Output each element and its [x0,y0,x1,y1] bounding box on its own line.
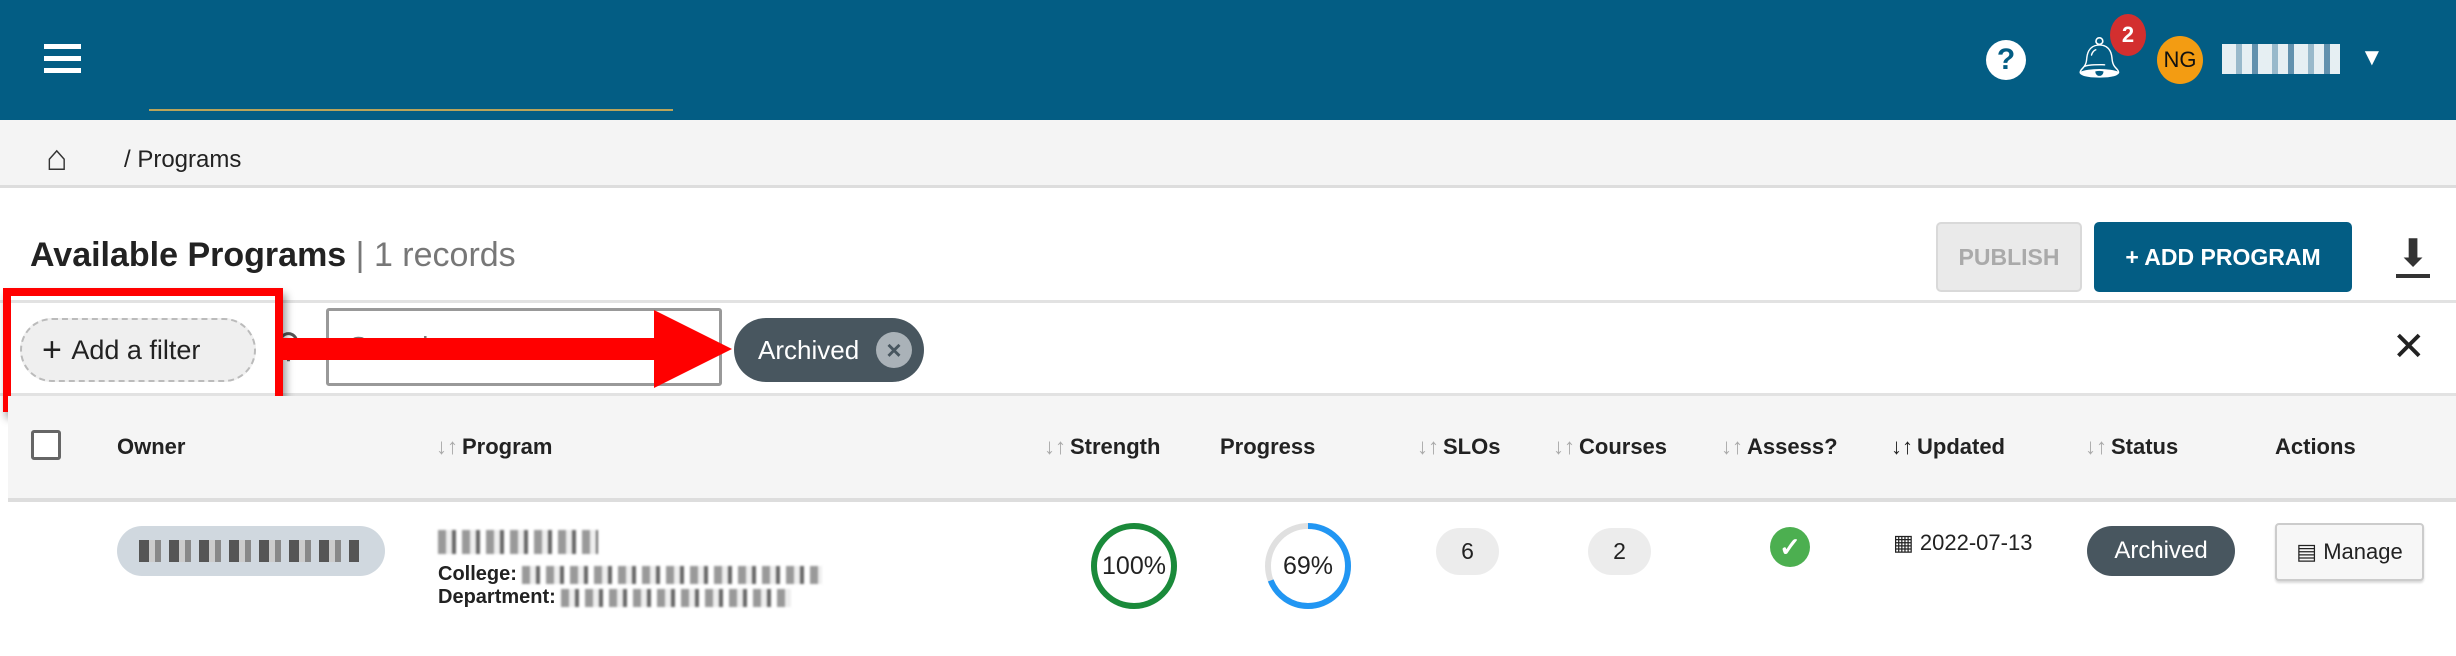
col-program[interactable]: ↓↑ Program [436,434,552,460]
program-department: Department: [438,586,792,609]
filter-bar [0,300,2456,396]
page-title-text: Available Programs [30,236,347,274]
table-header [8,396,2456,502]
progress-ring-arc [1265,523,1351,609]
status-badge: Archived [2087,526,2235,576]
col-strength[interactable]: ↓↑ Strength [1044,434,1160,460]
col-courses-label: Courses [1579,434,1668,459]
col-status-label: Status [2111,434,2179,459]
col-actions: Actions [2275,434,2356,459]
check-circle-icon: ✓ [1770,527,1810,567]
add-filter-button[interactable]: + Add a filter [20,318,256,382]
slos-count: 6 [1436,528,1499,575]
college-label: College: [438,563,517,585]
logo-underline [149,109,673,111]
home-icon[interactable]: ⌂ [46,137,68,178]
sort-icon: ↓↑ [1553,434,1575,459]
clear-filters-icon[interactable]: ✕ [2392,325,2426,369]
top-nav-bar [0,0,2456,120]
updated-date: ▦ 2022-07-13 [1893,530,2032,556]
strength-value: 100% [1102,552,1166,580]
add-program-button[interactable]: + ADD PROGRAM [2094,222,2352,292]
col-courses[interactable]: ↓↑ Courses [1553,434,1667,460]
user-name-redacted[interactable] [2222,44,2340,74]
col-assess-label: Assess? [1747,434,1838,459]
calendar-icon: ▦ [1893,530,1920,555]
col-updated-label: Updated [1917,434,2005,459]
progress-value: 69% [1282,552,1334,580]
download-icon[interactable]: ⬇ [2396,234,2430,278]
select-all-checkbox[interactable] [31,430,61,460]
updated-date-text: 2022-07-13 [1919,530,2033,555]
strength-ring-arc [1091,523,1177,609]
col-slos[interactable]: ↓↑ SLOs [1417,434,1500,460]
avatar[interactable]: NG [2157,36,2203,84]
col-slos-label: SLOs [1443,434,1501,459]
courses-count: 2 [1588,528,1651,575]
col-owner: Owner [117,434,186,459]
add-filter-label: Add a filter [71,335,201,365]
publish-button[interactable]: PUBLISH [1936,222,2082,292]
strength-ring: 100% [1089,521,1179,611]
col-updated[interactable]: ↓↑ Updated [1891,434,2005,460]
col-assess[interactable]: ↓↑ Assess? [1721,434,1838,460]
manage-label: Manage [2323,539,2403,564]
sort-desc-icon: ↓↑ [1891,434,1913,459]
sort-icon: ↓↑ [1721,434,1743,459]
caret-down-icon[interactable]: ▼ [2360,44,2384,71]
program-college: College: [438,563,823,586]
remove-filter-icon[interactable]: × [876,332,912,368]
breadcrumb [0,120,2456,188]
breadcrumb-current: / Programs [124,146,242,173]
record-count: | 1 records [355,236,516,274]
page-title: Available Programs | 1 records [30,236,516,275]
arrow-head [654,310,732,388]
notification-badge: 2 [2110,14,2146,56]
program-name-redacted[interactable] [438,530,598,554]
filter-chip-label: Archived [758,335,860,365]
question-circle-icon[interactable]: ? [1986,40,2026,80]
annotation-highlight-box [3,288,283,412]
arrow-shaft [282,338,662,360]
sort-icon: ↓↑ [2085,434,2107,459]
manage-button[interactable]: ▤ Manage [2275,523,2424,581]
progress-ring: 69% [1263,521,1353,611]
sort-icon: ↓↑ [436,434,458,459]
department-label: Department: [438,586,556,608]
annotation-arrow [282,310,732,388]
col-progress: Progress [1220,434,1316,459]
filter-chip-archived[interactable]: Archived × [734,318,924,382]
list-icon: ▤ [2296,539,2324,564]
sort-icon: ↓↑ [1417,434,1439,459]
col-program-label: Program [462,434,553,459]
owner-pill-redacted [117,526,385,576]
hamburger-menu-icon[interactable] [44,44,81,74]
col-status[interactable]: ↓↑ Status [2085,434,2178,460]
sort-icon: ↓↑ [1044,434,1066,459]
col-strength-label: Strength [1070,434,1161,459]
plus-icon: + [42,331,72,369]
